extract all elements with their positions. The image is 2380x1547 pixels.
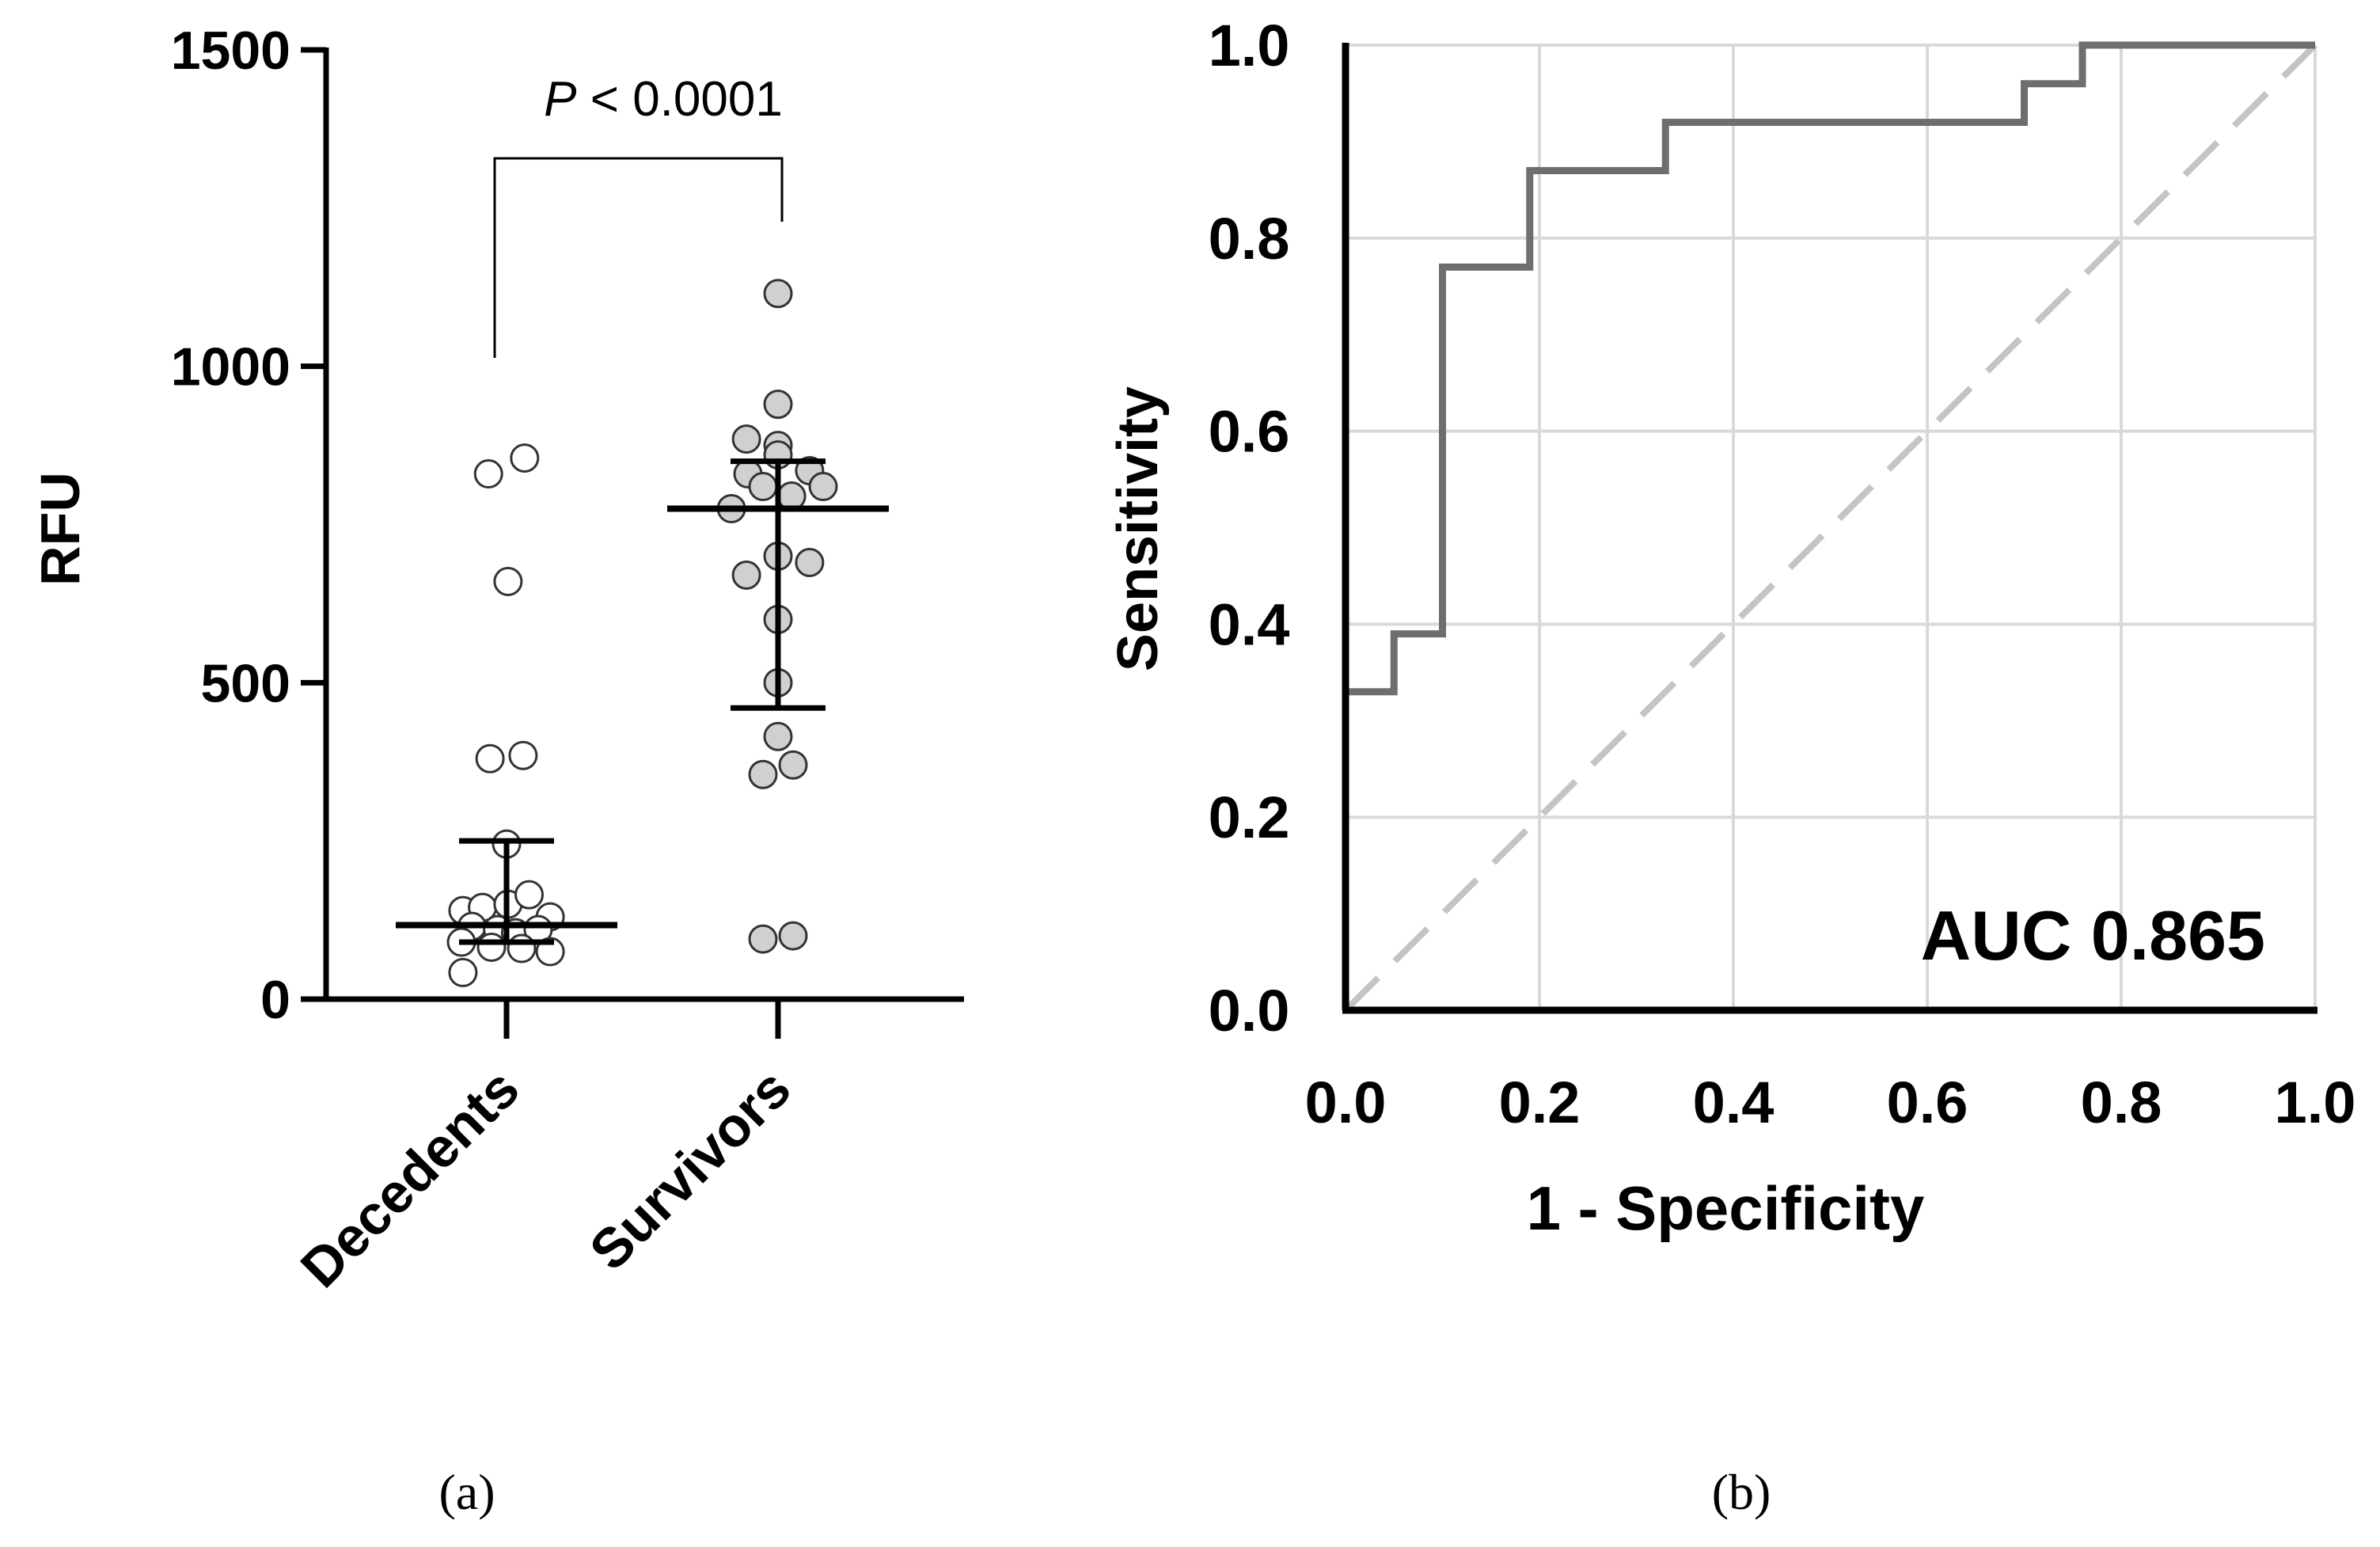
panel-b-y-tick-label: 0.8 [1209,206,1290,272]
data-point-survivors [763,721,793,751]
significance-bracket-line [493,157,784,358]
p-value-prefix: P [544,72,576,127]
panel-b-x-tick-label: 0.0 [1305,1070,1387,1135]
significance-bracket [493,157,784,358]
data-point-decedents [514,880,544,910]
panel-b-grid [1346,44,2317,1010]
panel-b-x-tick-label: 0.6 [1887,1070,1968,1135]
data-point-survivors [748,759,778,789]
data-point-survivors [778,750,808,780]
panel-b-x-axis-label: 1 - Specificity [1527,1173,1925,1243]
data-point-survivors [763,279,793,309]
panel-a-axes [301,47,964,1039]
panel-b-axes [1342,43,2317,1014]
panel-a-summary-bars [396,458,889,945]
roc-curve-line [1342,41,2315,1010]
panel-b-x-tick-label: 0.8 [2081,1070,2162,1135]
data-point-decedents [448,957,478,987]
data-point-survivors [731,560,761,590]
panel-b-label: (b) [1712,1464,1771,1520]
panel-a-y-tick-label: 0 [260,970,290,1030]
panel-a-y-axis-label: RFU [29,472,91,586]
data-point-survivors [748,924,778,954]
data-point-survivors [778,921,808,951]
data-point-survivors [763,390,793,420]
panel-b-y-tick-label: 0.2 [1209,785,1290,850]
data-point-survivors [795,547,825,577]
p-value-text: < 0.0001 [577,72,783,127]
panel-a-y-tick-label: 500 [201,653,290,713]
data-point-survivors [776,481,807,511]
panel-a-significance-label: P < 0.0001 [544,72,783,127]
panel-b-y-tick-label: 0.4 [1209,591,1290,657]
data-point-decedents [507,933,537,964]
panel-a-dot-plot: 0 500 1000 1500 P < 0.0001 RFU Decedents Su… [29,21,964,1520]
panel-b-x-tick-label: 0.4 [1693,1070,1775,1135]
category-label-survivors: Survivors [578,1057,803,1282]
data-point-decedents [508,740,538,770]
data-point-survivors [748,472,778,502]
reference-diagonal-line [1343,43,2317,1013]
data-point-decedents [475,743,505,774]
panel-a-y-tick-labels: 0 500 1000 1500 [171,21,290,1030]
panel-b-y-tick-labels: 0.0 0.2 0.4 0.6 0.8 1.0 [1209,13,1290,1043]
data-point-decedents [510,443,540,473]
panel-b-x-tick-label: 1.0 [2275,1070,2356,1135]
panel-b-y-tick-label: 1.0 [1209,13,1290,78]
panel-b-roc-curve: 0.0 0.2 0.4 0.6 0.8 1.0 0.0 0.2 0.4 0.6 0.8 1.0 AU… [1106,13,2355,1520]
panel-b-y-axis-label: Sensitivity [1106,386,1170,671]
data-point-decedents [473,459,503,489]
panel-b-x-tick-labels: 0.0 0.2 0.4 0.6 0.8 1.0 [1305,1070,2356,1135]
panel-a-y-tick-label: 1000 [171,337,290,397]
panel-b-y-tick-label: 0.0 [1209,978,1290,1043]
panel-b-x-tick-label: 0.2 [1499,1070,1581,1135]
auc-annotation: AUC 0.865 [1921,896,2265,975]
panel-a-points [446,279,838,987]
data-point-decedents [493,566,523,596]
panel-a-label: (a) [438,1464,495,1520]
data-point-decedents [476,932,507,962]
data-point-survivors [731,424,761,454]
data-point-survivors [808,472,838,502]
panel-a-y-tick-label: 1500 [171,21,290,81]
category-label-decedents: Decedents [289,1057,531,1299]
panel-b-y-tick-label: 0.6 [1209,399,1290,465]
